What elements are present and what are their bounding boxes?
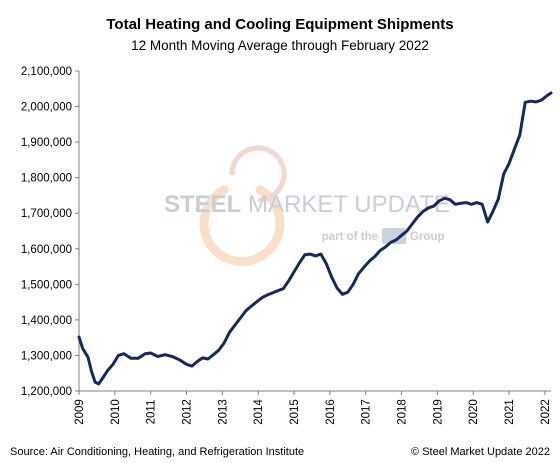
y-tick-label: 1,500,000 [21,279,72,291]
x-tick-label: 2015 [289,399,301,425]
watermark-logo-icon [199,145,287,266]
x-tick-label: 2021 [504,399,516,425]
x-tick-label: 2012 [182,399,194,425]
chart-subtitle: 12 Month Moving Average through February… [131,38,429,53]
x-tick-label: 2010 [110,399,122,425]
x-tick-label: 2019 [432,399,444,425]
watermark: STEEL MARKET UPDATE part of the Group [164,145,450,266]
x-tick-label: 2022 [540,399,552,425]
y-tick-label: 2,000,000 [21,102,72,114]
x-tick-label: 2016 [325,399,337,425]
y-tick-label: 1,800,000 [21,173,72,185]
source-note: Source: Air Conditioning, Heating, and R… [10,446,304,458]
y-tick-label: 1,700,000 [21,208,72,220]
watermark-brand-bold: STEEL [164,191,241,218]
watermark-sub-left: part of the [322,231,378,243]
y-axis: 1,200,000 1,300,000 1,400,000 1,500,000 1,60… [21,66,80,398]
x-tick-label: 2017 [361,399,373,425]
watermark-brand: STEEL MARKET UPDATE [164,191,450,218]
y-tick-label: 1,200,000 [21,386,72,398]
x-tick-label: 2013 [217,399,229,425]
copyright-note: © Steel Market Update 2022 [411,446,550,458]
x-axis: 2009 2010 2011 2012 2013 2014 2015 2016 2017 2018… [74,390,552,425]
series-line-0 [77,91,553,386]
watermark-group-logo-icon [382,228,406,244]
y-tick-label: 1,400,000 [21,315,72,327]
chart-title: Total Heating and Cooling Equipment Ship… [106,16,453,33]
watermark-sub-right: Group [410,231,445,243]
x-tick-label: 2014 [253,399,265,425]
x-tick-label: 2020 [468,399,480,425]
y-tick-label: 1,600,000 [21,244,72,256]
x-tick-label: 2011 [146,400,158,425]
x-tick-label: 2009 [74,399,86,425]
watermark-brand-rest: MARKET UPDATE [241,191,449,218]
y-tick-label: 1,300,000 [21,350,72,362]
y-tick-label: 1,900,000 [21,137,72,149]
plot-area [77,91,553,386]
x-tick-label: 2018 [397,399,409,425]
y-tick-label: 2,100,000 [21,66,72,78]
